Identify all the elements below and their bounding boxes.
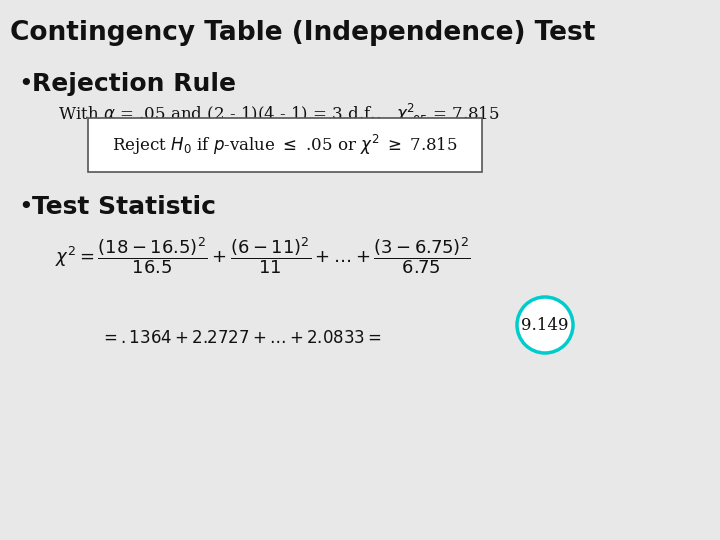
Text: Test Statistic: Test Statistic: [32, 195, 216, 219]
Text: $= .1364 + 2.2727 + \ldots + 2.0833 = $: $= .1364 + 2.2727 + \ldots + 2.0833 = $: [100, 330, 382, 347]
Text: Contingency Table (Independence) Test: Contingency Table (Independence) Test: [10, 20, 595, 46]
Text: •: •: [18, 72, 32, 96]
Text: $\chi^2 = \dfrac{(18-16.5)^2}{16.5} + \dfrac{(6-11)^2}{11} + \ldots + \dfrac{(3-: $\chi^2 = \dfrac{(18-16.5)^2}{16.5} + \d…: [55, 235, 471, 276]
FancyBboxPatch shape: [88, 118, 482, 172]
Circle shape: [517, 297, 573, 353]
Text: 9.149: 9.149: [521, 316, 569, 334]
Text: With $\alpha$ = .05 and (2 - 1)(4 - 1) = 3 d.f.,   $\chi^2_{.05}$ = 7.815: With $\alpha$ = .05 and (2 - 1)(4 - 1) =…: [58, 102, 500, 127]
Text: •: •: [18, 195, 32, 219]
Text: Rejection Rule: Rejection Rule: [32, 72, 236, 96]
Text: Reject $H_0$ if $p$-value $\leq$ .05 or $\chi^2$ $\geq$ 7.815: Reject $H_0$ if $p$-value $\leq$ .05 or …: [112, 133, 458, 157]
